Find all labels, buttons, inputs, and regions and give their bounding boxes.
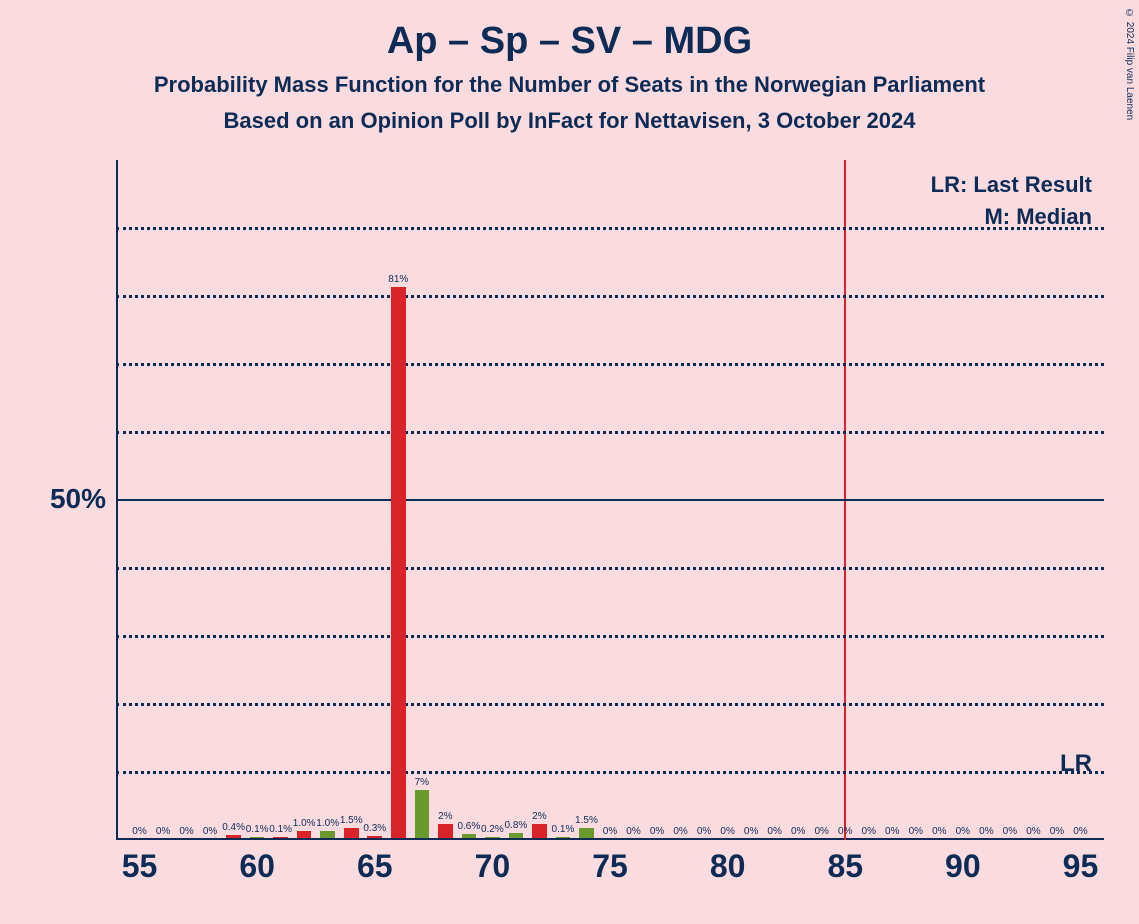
- x-tick-label: 70: [475, 848, 511, 885]
- bar: 2%: [438, 824, 453, 838]
- bar-label: 1.5%: [575, 815, 598, 826]
- zero-label: 0%: [1073, 826, 1087, 838]
- x-tick-label: 80: [710, 848, 746, 885]
- zero-label: 0%: [650, 826, 664, 838]
- grid-line: [116, 771, 1104, 774]
- grid-line: [116, 431, 1104, 434]
- bar-label: 0.1%: [246, 824, 269, 835]
- zero-label: 0%: [744, 826, 758, 838]
- chart-subtitle-1: Probability Mass Function for the Number…: [0, 72, 1139, 98]
- bar-label: 81%: [388, 274, 408, 285]
- bar: 0.1%: [556, 837, 571, 838]
- bar: 7%: [415, 790, 430, 838]
- legend-lr: LR: Last Result: [931, 172, 1092, 198]
- bar: 0.4%: [226, 835, 241, 838]
- x-tick-label: 55: [122, 848, 158, 885]
- bar-label: 0.3%: [363, 823, 386, 834]
- bar: 81%: [391, 287, 406, 838]
- zero-label: 0%: [626, 826, 640, 838]
- bar: 1.5%: [579, 828, 594, 838]
- grid-line: [116, 363, 1104, 366]
- x-tick-label: 85: [827, 848, 863, 885]
- zero-label: 0%: [673, 826, 687, 838]
- plot-area: LR LR: Last Result M: Median M 0.4%0.1%0…: [116, 160, 1104, 840]
- bar: 1.0%: [320, 831, 335, 838]
- bar: 0.3%: [367, 836, 382, 838]
- grid-line-50: [116, 499, 1104, 501]
- zero-label: 0%: [885, 826, 899, 838]
- bar: 1.0%: [297, 831, 312, 838]
- bar-label: 2%: [532, 811, 546, 822]
- bar: 0.1%: [250, 837, 265, 838]
- chart-title: Ap – Sp – SV – MDG: [0, 20, 1139, 63]
- zero-label: 0%: [156, 826, 170, 838]
- chart-subtitle-2: Based on an Opinion Poll by InFact for N…: [0, 108, 1139, 134]
- zero-label: 0%: [203, 826, 217, 838]
- bar-label: 2%: [438, 811, 452, 822]
- zero-label: 0%: [1026, 826, 1040, 838]
- zero-label: 0%: [909, 826, 923, 838]
- bar-label: 1.0%: [316, 818, 339, 829]
- zero-label: 0%: [767, 826, 781, 838]
- zero-label: 0%: [603, 826, 617, 838]
- x-tick-label: 75: [592, 848, 628, 885]
- bar-label: 0.4%: [222, 822, 245, 833]
- zero-label: 0%: [1003, 826, 1017, 838]
- zero-label: 0%: [862, 826, 876, 838]
- zero-label: 0%: [697, 826, 711, 838]
- bar-label: 1.0%: [293, 818, 316, 829]
- bar: 0.2%: [485, 837, 500, 838]
- zero-label: 0%: [132, 826, 146, 838]
- zero-label: 0%: [838, 826, 852, 838]
- zero-label: 0%: [1050, 826, 1064, 838]
- bar-label: 0.2%: [481, 824, 504, 835]
- zero-label: 0%: [932, 826, 946, 838]
- grid-line: [116, 635, 1104, 638]
- x-tick-label: 65: [357, 848, 393, 885]
- bar: 2%: [532, 824, 547, 838]
- zero-label: 0%: [956, 826, 970, 838]
- bar: 0.6%: [462, 834, 477, 838]
- bar: 0.1%: [273, 837, 288, 838]
- zero-label: 0%: [179, 826, 193, 838]
- x-tick-label: 95: [1063, 848, 1099, 885]
- bar-label: 0.8%: [504, 820, 527, 831]
- bar-label: 0.1%: [269, 824, 292, 835]
- bar: 1.5%: [344, 828, 359, 838]
- bar-label: 0.6%: [457, 821, 480, 832]
- zero-label: 0%: [979, 826, 993, 838]
- bar-label: 0.1%: [552, 824, 575, 835]
- x-axis: [116, 838, 1104, 840]
- zero-label: 0%: [720, 826, 734, 838]
- bar: 0.8%: [509, 833, 524, 838]
- grid-line: [116, 567, 1104, 570]
- x-tick-label: 90: [945, 848, 981, 885]
- copyright-text: © 2024 Filip van Laenen: [1124, 8, 1135, 120]
- bar-label: 7%: [415, 777, 429, 788]
- zero-label: 0%: [791, 826, 805, 838]
- grid-line: [116, 703, 1104, 706]
- grid-line: [116, 295, 1104, 298]
- grid-line: [116, 227, 1104, 230]
- x-tick-label: 60: [239, 848, 275, 885]
- y-axis-label: 50%: [0, 483, 106, 515]
- bar-label: 1.5%: [340, 815, 363, 826]
- zero-label: 0%: [814, 826, 828, 838]
